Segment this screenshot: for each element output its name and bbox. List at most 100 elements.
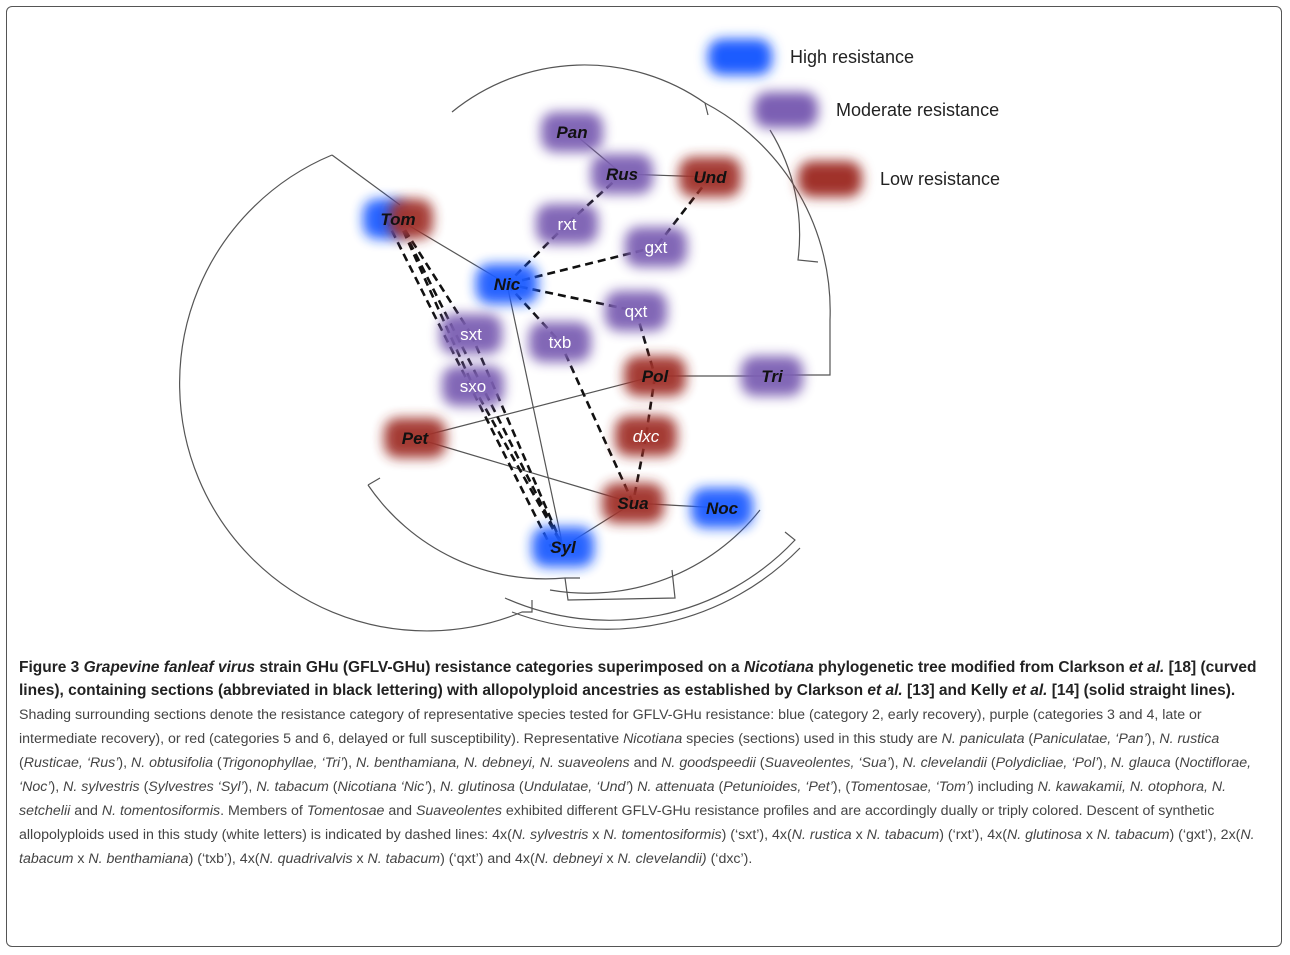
caption-run: Trigonophyllae, ‘Tri’ xyxy=(221,755,344,771)
caption-run: N. sylvestris xyxy=(63,779,140,795)
caption-run: Nicotiana xyxy=(623,731,683,747)
caption-run: N. rustica xyxy=(1159,731,1220,747)
caption-run: N. quadrivalvis xyxy=(259,851,353,867)
caption-run: et al. xyxy=(867,682,903,699)
caption-run: N. tomentosiformis xyxy=(603,827,722,843)
shading-qxt-moderate xyxy=(605,291,667,331)
descent-line-Tom-sxo xyxy=(396,218,475,387)
caption-run: Sylvestres ‘Syl’ xyxy=(148,779,244,795)
legend-swatch-moderate xyxy=(754,92,818,128)
caption-run: N. tabacum xyxy=(1096,827,1170,843)
section-label-Und: Und xyxy=(693,168,727,187)
ancestry-line-Nic-Syl xyxy=(506,283,564,548)
caption-title-text: Figure 3 Grapevine fanleaf virus strain … xyxy=(19,659,1257,699)
caption-run: N. tabacum xyxy=(19,827,1255,867)
descent-line-Tom-sxt xyxy=(396,218,473,335)
caption-run: N. benthamiana xyxy=(88,851,189,867)
caption-run: ( xyxy=(212,755,222,771)
caption-run: ) xyxy=(628,779,638,795)
shading-Pet-low xyxy=(384,418,446,458)
legend-label-low: Low resistance xyxy=(880,169,1000,189)
caption-run: ( xyxy=(1024,731,1034,747)
caption-run: N. glutinosa xyxy=(1007,827,1082,843)
shading-sxt-moderate xyxy=(440,314,502,354)
caption-run: ( xyxy=(139,779,149,795)
caption-run: and xyxy=(384,803,416,819)
caption-run: Nicotiana xyxy=(744,659,814,676)
caption-run: Grapevine fanleaf virus xyxy=(83,659,256,676)
descent-line-txb-Sua xyxy=(558,341,635,504)
section-label-Noc: Noc xyxy=(706,499,739,518)
caption-run: x xyxy=(851,827,867,843)
caption-run: Polydicliae, ‘Pol’ xyxy=(995,755,1099,771)
caption-run: [18] (curved lines), containing sections… xyxy=(19,659,1257,699)
caption-run: (‘dxc’). xyxy=(706,851,753,867)
caption-run: ( xyxy=(328,779,338,795)
caption-run: Paniculatae, ‘Pan’ xyxy=(1033,731,1147,747)
shading-Tri-moderate xyxy=(741,356,803,396)
shading-Rus-moderate xyxy=(591,154,653,194)
caption-run: x xyxy=(588,827,604,843)
caption-run: Suaveolentes xyxy=(415,803,502,819)
caption-run: Suaveolentes, ‘Sua’ xyxy=(764,755,890,771)
shading-Syl-high xyxy=(532,527,594,567)
tree-arc-bottom-3 xyxy=(549,509,761,594)
caption-run: [14] (solid straight lines). xyxy=(1047,682,1236,699)
section-label-Tom: Tom xyxy=(380,210,415,229)
caption-run: et al. xyxy=(1129,659,1165,676)
caption-run: N. glauca xyxy=(1110,755,1171,771)
shading-dxc-low xyxy=(615,416,677,456)
caption-run: ) (‘qxt’) and 4x( xyxy=(440,851,535,867)
caption-run: Nicotiana ‘Nic’ xyxy=(337,779,428,795)
shading-txb-moderate xyxy=(529,322,591,362)
section-label-Syl: Syl xyxy=(550,538,577,557)
caption-run: ), xyxy=(343,755,356,771)
section-label-Sua: Sua xyxy=(617,494,648,513)
descent-line-sxo-Syl xyxy=(471,385,565,548)
caption-run: N. tabacum xyxy=(367,851,441,867)
caption-run: ) including xyxy=(969,779,1038,795)
caption-run: N. attenuata xyxy=(637,779,715,795)
tree-arc-bottom-1 xyxy=(504,531,796,621)
legend-swatch-high xyxy=(708,39,772,75)
caption-run: species (sections) used in this study ar… xyxy=(682,731,942,747)
figure-caption: Figure 3 Grapevine fanleaf virus strain … xyxy=(19,656,1281,871)
descent-line-Pol-dxc xyxy=(644,375,657,437)
shading-Pan-moderate xyxy=(541,112,603,152)
synthetic-label-dxc: dxc xyxy=(633,427,660,446)
caption-run: N. obtusifolia xyxy=(130,755,213,771)
caption-run: ), xyxy=(243,779,257,795)
figure-frame xyxy=(6,6,1282,947)
caption-run: ) (‘rxt’), 4x( xyxy=(939,827,1007,843)
tree-arc-syl-base xyxy=(564,569,676,601)
caption-run: N. glutinosa xyxy=(440,779,515,795)
caption-run: N. clevelandii xyxy=(902,755,987,771)
caption-body-text: Shading surrounding sections denote the … xyxy=(19,707,1255,867)
caption-run: N. tabacum xyxy=(866,827,940,843)
caption-run: Tomentosae xyxy=(306,803,385,819)
caption-run: ) (‘sxt’), 4x( xyxy=(721,827,792,843)
tree-arc-pet xyxy=(367,484,580,580)
caption-run: N. tabacum xyxy=(256,779,329,795)
section-label-Tri: Tri xyxy=(761,367,784,386)
caption-run: ), xyxy=(1098,755,1111,771)
shading-Und-low xyxy=(679,157,741,197)
caption-run: strain GHu (GFLV-GHu) resistance categor… xyxy=(255,659,744,676)
caption-run: N. debneyi xyxy=(534,851,603,867)
legend-label-moderate: Moderate resistance xyxy=(836,100,999,120)
caption-run: N. clevelandii) xyxy=(617,851,707,867)
caption-run: x xyxy=(73,851,89,867)
tree-arc-right-outer xyxy=(704,102,831,376)
caption-run: ), xyxy=(889,755,903,771)
caption-run: x xyxy=(602,851,618,867)
caption-run: ), xyxy=(1146,731,1160,747)
tree-arc-right-inner xyxy=(769,129,819,263)
caption-run: ( xyxy=(19,755,24,771)
ancestry-line-Pet-Pol xyxy=(414,375,656,439)
caption-run: ), ( xyxy=(832,779,851,795)
tree-arc-pet-tick xyxy=(367,477,381,486)
caption-run: N. paniculata xyxy=(941,731,1025,747)
tree-arc-branch-left xyxy=(331,154,401,206)
caption-run: Petunioides, ‘Pet’ xyxy=(723,779,833,795)
synthetic-label-sxt: sxt xyxy=(460,325,482,344)
